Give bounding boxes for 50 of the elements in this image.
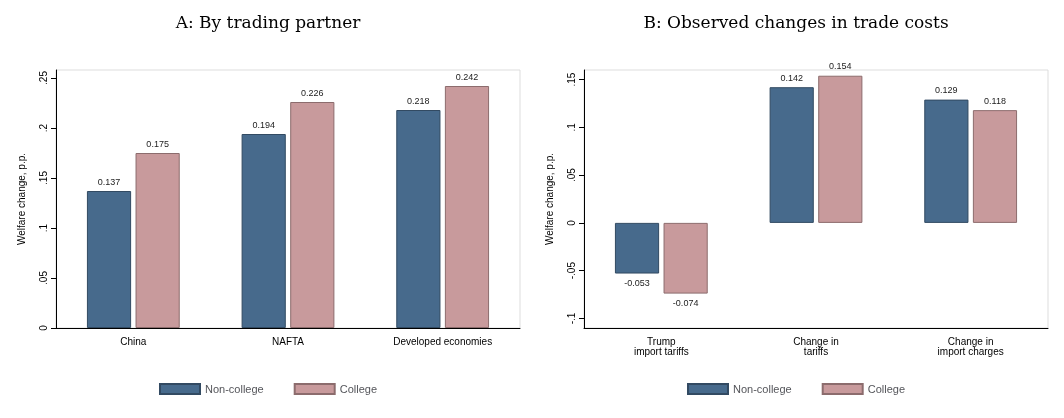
legend-label: College <box>339 383 378 395</box>
data-label: 0.194 <box>252 119 275 130</box>
y-tick-label: -.05 <box>565 261 577 280</box>
data-label: 0.218 <box>407 95 430 106</box>
legend-label: College <box>867 383 906 395</box>
data-label: 0.129 <box>935 85 958 96</box>
chart-title: A: By trading partner <box>174 11 362 32</box>
legend-label: Non-college <box>733 383 792 395</box>
legend-label: Non-college <box>205 383 264 395</box>
bar <box>290 102 335 328</box>
x-tick-label: Change in tariffs <box>793 335 839 357</box>
y-tick-label: 0 <box>565 219 577 226</box>
y-tick-label: .15 <box>565 72 577 87</box>
y-tick-label: .05 <box>565 167 577 183</box>
data-label: 0.118 <box>984 95 1006 106</box>
bar <box>241 134 286 328</box>
y-tick-label: -.1 <box>565 312 577 325</box>
y-tick-label: .05 <box>37 270 49 285</box>
x-tick-label: China <box>120 335 147 347</box>
x-tick-label: Trump import tariffs <box>633 335 689 357</box>
bar <box>769 87 814 223</box>
y-tick-label: 0 <box>37 324 49 331</box>
bar <box>444 86 490 328</box>
data-label: 0.142 <box>780 72 803 83</box>
bar <box>818 75 863 223</box>
bar <box>86 191 132 328</box>
data-label: 0.226 <box>301 87 324 98</box>
bar <box>924 99 969 223</box>
data-label: 0.154 <box>829 61 852 72</box>
data-label: 0.137 <box>97 176 121 187</box>
data-label: 0.175 <box>146 138 169 149</box>
y-tick-label: .25 <box>37 70 49 85</box>
data-label: 0.242 <box>455 71 479 82</box>
bar <box>614 222 660 274</box>
y-axis-title: Welfare change, p.p. <box>543 152 555 246</box>
bar <box>663 222 708 294</box>
data-label: -0.053 <box>624 278 650 289</box>
x-tick-label: Change in import charges <box>937 335 1004 357</box>
y-tick-label: .2 <box>37 123 49 133</box>
chart-title: B: Observed changes in trade costs <box>643 11 949 32</box>
bar <box>396 110 441 328</box>
y-tick-label: .1 <box>565 122 577 132</box>
x-tick-label: NAFTA <box>271 335 305 347</box>
y-tick-label: .1 <box>37 223 49 233</box>
data-label: -0.074 <box>672 298 699 309</box>
bar <box>135 153 180 328</box>
y-tick-label: .15 <box>37 170 49 185</box>
x-tick-label: Developed economies <box>393 335 493 347</box>
bar <box>972 110 1018 223</box>
y-axis-title: Welfare change, p.p. <box>15 152 27 246</box>
